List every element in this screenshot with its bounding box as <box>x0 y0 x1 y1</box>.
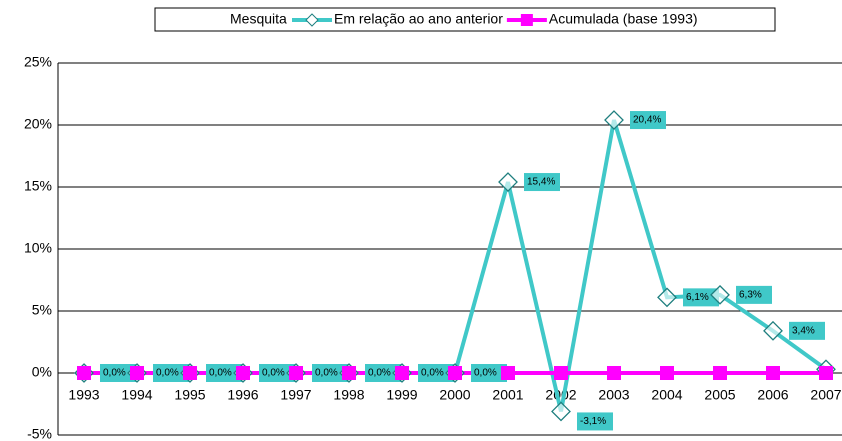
x-tick-label: 2005 <box>704 387 735 403</box>
point <box>607 366 621 380</box>
x-tick-label: 2004 <box>651 387 682 403</box>
legend-label: Em relação ao ano anterior <box>334 11 503 27</box>
data-label-box <box>418 364 454 382</box>
point <box>183 366 197 380</box>
y-tick-label: 0% <box>32 364 52 380</box>
x-tick-label: 2006 <box>757 387 788 403</box>
point <box>77 366 91 380</box>
data-label: 0,0% <box>103 368 126 379</box>
legend-marker <box>520 14 533 26</box>
y-tick-label: 15% <box>24 178 52 194</box>
data-label: 0,0% <box>421 368 444 379</box>
point <box>498 172 518 192</box>
point <box>501 366 515 380</box>
data-label: -3,1% <box>580 416 606 427</box>
y-tick-label: 25% <box>24 54 52 70</box>
x-tick-label: 1998 <box>333 387 364 403</box>
point <box>448 366 462 380</box>
point <box>236 366 250 380</box>
y-tick-label: -5% <box>27 426 52 441</box>
x-tick-label: 2003 <box>598 387 629 403</box>
x-tick-label: 2001 <box>492 387 523 403</box>
x-tick-label: 2000 <box>439 387 470 403</box>
x-tick-label: 1993 <box>68 387 99 403</box>
point <box>342 366 356 380</box>
data-label-box <box>577 412 613 431</box>
data-label-box <box>312 364 348 382</box>
point <box>660 366 674 380</box>
data-label: 0,0% <box>474 368 497 379</box>
legend-box <box>154 7 776 32</box>
data-label-box <box>471 364 507 382</box>
data-label: 6,3% <box>739 290 762 301</box>
x-tick-label: 1994 <box>121 387 152 403</box>
point <box>713 366 727 380</box>
legend-label: Acumulada (base 1993) <box>549 11 698 27</box>
x-tick-label: 1999 <box>386 387 417 403</box>
point <box>710 284 730 305</box>
y-tick-label: 20% <box>24 116 52 132</box>
data-label-box <box>789 321 825 340</box>
data-label-box <box>153 364 189 382</box>
point <box>289 366 303 380</box>
data-label-box <box>736 285 772 304</box>
x-tick-label: 2002 <box>545 387 576 403</box>
y-tick-label: 10% <box>24 240 52 256</box>
data-label-box <box>630 111 666 130</box>
data-label: 0,0% <box>262 368 285 379</box>
point <box>819 366 833 380</box>
data-label-box <box>683 288 719 307</box>
x-tick-label: 1997 <box>280 387 311 403</box>
point <box>657 287 677 308</box>
data-label: 6,1% <box>686 292 709 303</box>
data-label: 0,0% <box>368 368 391 379</box>
data-label: 0,0% <box>315 368 338 379</box>
data-label: 20,4% <box>633 115 661 126</box>
data-label: 0,0% <box>156 368 179 379</box>
point <box>554 366 568 380</box>
x-tick-label: 1995 <box>174 387 205 403</box>
data-label-box <box>524 173 560 192</box>
x-tick-label: 1996 <box>227 387 258 403</box>
data-label: 15,4% <box>527 177 555 188</box>
legend-title: Mesquita <box>230 11 287 27</box>
point <box>604 110 624 130</box>
data-label-box <box>365 364 401 382</box>
point <box>551 401 571 422</box>
data-label-box <box>259 364 295 382</box>
legend-marker <box>305 13 319 27</box>
data-label: 0,0% <box>209 368 232 379</box>
point <box>395 366 409 380</box>
point <box>130 366 144 380</box>
data-label-box <box>206 364 242 382</box>
point <box>766 366 780 380</box>
data-label: 3,4% <box>792 325 815 336</box>
y-tick-label: 5% <box>32 302 52 318</box>
point <box>763 320 783 341</box>
x-tick-label: 2007 <box>810 387 841 403</box>
data-label-box <box>100 364 136 382</box>
